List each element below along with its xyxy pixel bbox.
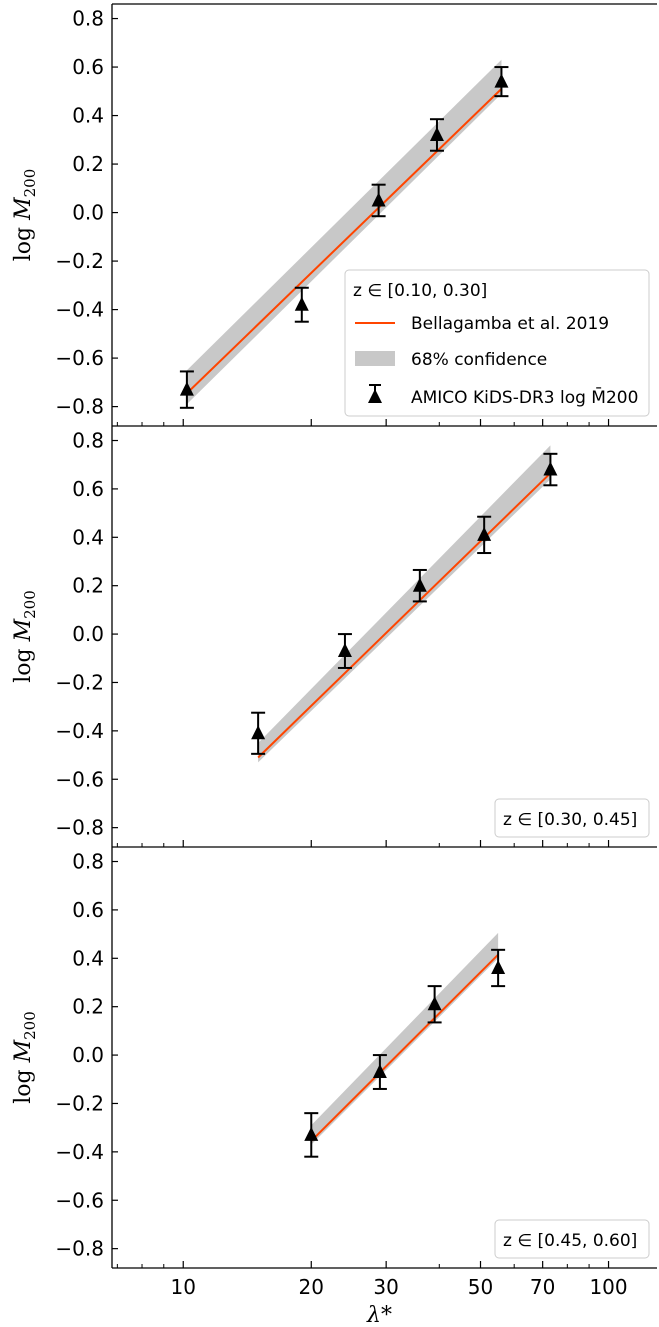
x-tick-label: 70	[530, 1275, 555, 1299]
legend-band-swatch	[355, 351, 395, 366]
confidence-band	[258, 445, 551, 763]
legend-entry-confidence: 68% confidence	[411, 350, 547, 370]
data-point	[491, 959, 506, 974]
data-point	[251, 725, 266, 740]
x-tick-label: 100	[589, 1275, 627, 1299]
model-line	[310, 953, 499, 1142]
data-point	[372, 1064, 387, 1079]
model-line	[257, 472, 552, 759]
data-point	[412, 577, 427, 592]
x-tick-label: 30	[373, 1275, 398, 1299]
x-axis-label: λ*	[366, 1303, 392, 1327]
legend-box	[494, 798, 650, 838]
data-point	[337, 643, 352, 658]
y-axis-label: log M200	[11, 1011, 39, 1104]
y-tick-label: −0.2	[55, 670, 104, 694]
y-axis-label: log M200	[11, 590, 39, 683]
y-tick-label: −0.2	[55, 249, 104, 273]
y-tick-label: 0.0	[72, 1043, 104, 1067]
y-tick-label: 0.6	[72, 898, 104, 922]
y-tick-label: 0.6	[72, 55, 104, 79]
y-tick-label: −0.8	[55, 395, 104, 419]
y-tick-label: 0.4	[72, 525, 104, 549]
x-tick-label: 20	[299, 1275, 324, 1299]
y-tick-label: −0.8	[55, 1237, 104, 1261]
y-tick-label: 0.8	[72, 850, 104, 874]
y-tick-label: 0.4	[72, 104, 104, 128]
panel-3: 0.8 0.6 0.4 0.2 0.0 −0.2 −0.4 −0.6 −0.8 10 20 30 50 7…	[11, 847, 657, 1327]
y-tick-label: 0.8	[72, 7, 104, 31]
y-tick-label: 0.6	[72, 477, 104, 501]
y-tick-label: 0.4	[72, 946, 104, 970]
data-point	[294, 296, 309, 311]
data-point	[477, 526, 492, 541]
y-tick-label: −0.8	[55, 816, 104, 840]
panel-1: 0.8 0.6 0.4 0.2 0.0 −0.2 −0.4 −0.6 −0.8 log M200 z…	[11, 3, 657, 427]
y-tick-label: −0.6	[55, 767, 104, 791]
y-tick-label: 0.0	[72, 201, 104, 225]
legend: z ∈ [0.45, 0.60]	[494, 1219, 650, 1259]
y-tick-label: −0.2	[55, 1091, 104, 1115]
legend-entry-model: Bellagamba et al. 2019	[411, 314, 609, 334]
panel-label: z ∈ [0.10, 0.30]	[353, 281, 487, 301]
y-tick-label: −0.6	[55, 1188, 104, 1212]
data-point	[494, 73, 509, 88]
y-tick-label: −0.4	[55, 719, 104, 743]
confidence-band	[311, 932, 499, 1145]
plot-area	[304, 932, 506, 1158]
plot-area	[251, 445, 558, 763]
legend-box	[494, 1219, 650, 1259]
panel-2: 0.8 0.6 0.4 0.2 0.0 −0.2 −0.4 −0.6 −0.8 log M200 z…	[11, 426, 657, 848]
legend-marker-swatch	[368, 389, 382, 403]
y-tick-label: 0.8	[72, 429, 104, 453]
x-tick-label: 10	[171, 1275, 196, 1299]
data-point	[179, 381, 194, 396]
legend: z ∈ [0.30, 0.45]	[494, 798, 650, 838]
y-tick-label: 0.2	[72, 995, 104, 1019]
x-tick-label: 50	[468, 1275, 493, 1299]
legend-box	[344, 269, 650, 417]
plot-area	[179, 59, 509, 409]
y-tick-label: 0.2	[72, 152, 104, 176]
y-tick-label: 0.0	[72, 622, 104, 646]
panel-label: z ∈ [0.30, 0.45]	[503, 810, 637, 830]
data-point	[304, 1126, 319, 1141]
legend: z ∈ [0.10, 0.30] Bellagamba et al. 2019 68…	[344, 269, 650, 417]
data-point	[429, 126, 444, 141]
panel-label: z ∈ [0.45, 0.60]	[503, 1231, 637, 1251]
y-tick-label: −0.6	[55, 346, 104, 370]
y-axis-label: log M200	[11, 169, 39, 262]
data-point	[543, 461, 558, 476]
data-point	[427, 996, 442, 1011]
data-point	[371, 192, 386, 207]
y-tick-label: 0.2	[72, 574, 104, 598]
legend-entry-amico: AMICO KiDS-DR3 log M̄200	[411, 386, 638, 408]
y-tick-label: −0.4	[55, 1140, 104, 1164]
model-line	[186, 88, 503, 394]
y-tick-label: −0.4	[55, 298, 104, 322]
